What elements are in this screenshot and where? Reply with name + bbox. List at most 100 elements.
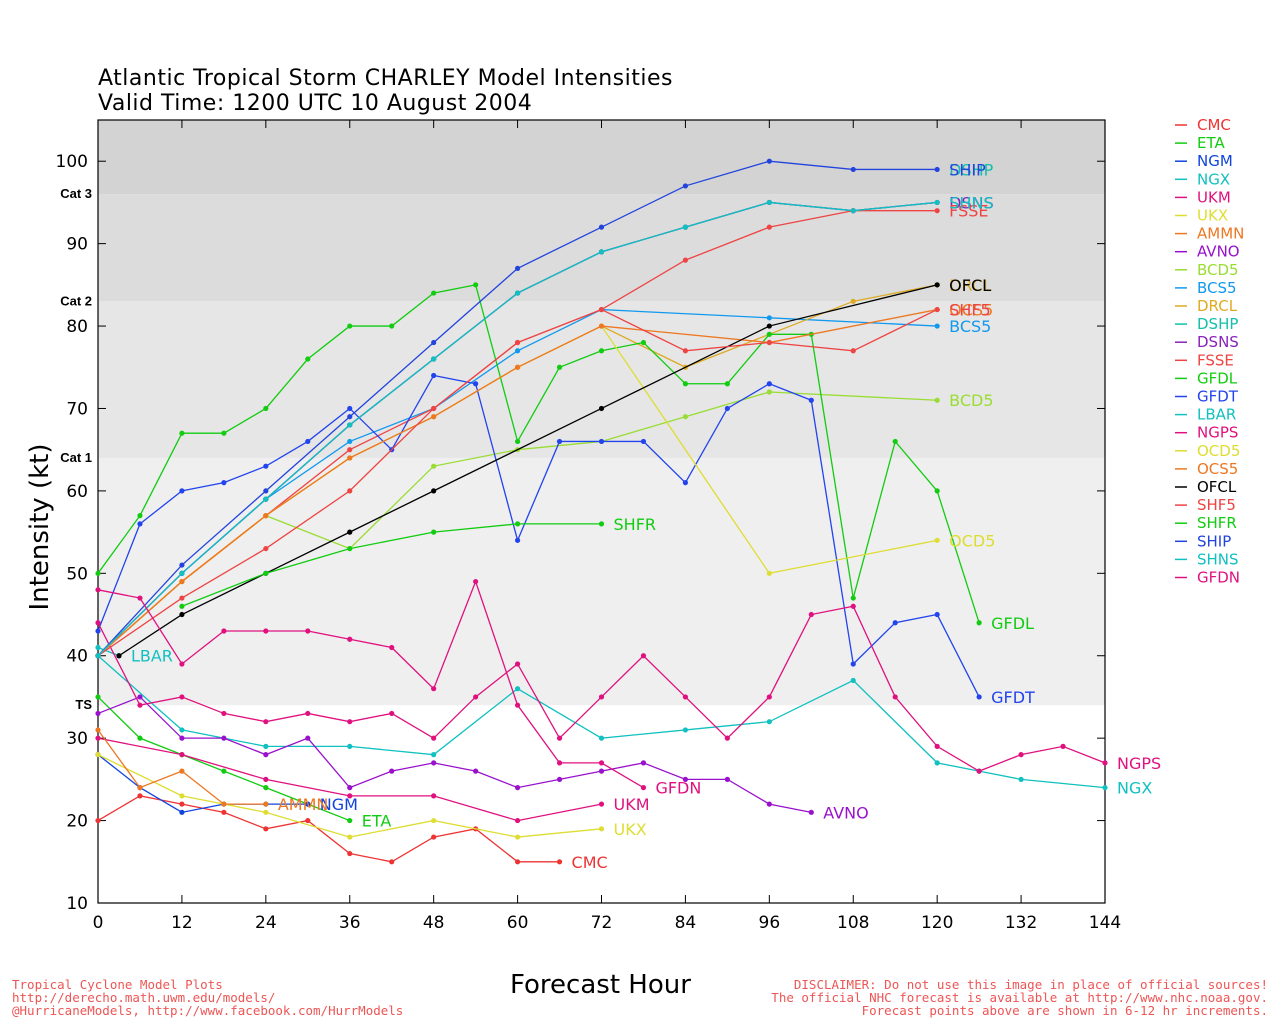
x-tick-label: 24: [255, 913, 277, 933]
data-point: [431, 339, 437, 346]
data-point: [808, 611, 814, 618]
y-tick-label: 60: [66, 482, 88, 502]
data-point: [347, 719, 353, 725]
data-point: [682, 183, 689, 189]
series-end-label: FSSE: [949, 202, 988, 221]
series-end-label: DSHP: [949, 160, 994, 179]
data-point: [431, 529, 437, 535]
footer-credit-line2[interactable]: http://derecho.math.uwm.edu/models/: [12, 990, 276, 1005]
data-point: [850, 603, 856, 609]
x-tick-label: 120: [921, 913, 953, 933]
data-point: [934, 306, 940, 313]
x-tick-label: 84: [675, 913, 697, 933]
data-point: [514, 785, 521, 791]
data-point: [137, 735, 143, 741]
data-point: [766, 158, 772, 164]
data-point: [682, 694, 689, 700]
legend-entry: GFDT: [1197, 388, 1239, 406]
data-point: [934, 760, 940, 766]
data-point: [598, 438, 605, 445]
data-point: [514, 290, 521, 296]
data-point: [1018, 776, 1024, 782]
data-point: [640, 760, 647, 766]
data-point: [137, 793, 143, 799]
data-point: [305, 356, 311, 362]
footer-credit-line1: Tropical Cyclone Model Plots: [12, 977, 223, 992]
data-point: [221, 809, 227, 815]
chart-title: Atlantic Tropical Storm CHARLEY Model In…: [98, 66, 673, 91]
data-point: [347, 850, 353, 857]
y-axis-label: Intensity (kt): [25, 443, 55, 611]
legend-entry: BCD5: [1197, 261, 1239, 279]
data-point: [179, 578, 185, 585]
data-point: [263, 752, 269, 758]
data-point: [682, 224, 689, 230]
data-point: [850, 166, 856, 173]
data-point: [347, 785, 353, 791]
footer-credit-line3[interactable]: @HurricaneModels, http://www.facebook.co…: [12, 1003, 404, 1018]
data-point: [640, 785, 647, 791]
data-point: [137, 702, 143, 708]
data-point: [137, 694, 143, 700]
x-tick-label: 108: [837, 913, 869, 933]
series-line: [181, 523, 602, 607]
data-point: [598, 826, 605, 832]
data-point: [137, 521, 143, 527]
data-point: [221, 628, 227, 634]
data-point: [976, 768, 982, 774]
data-point: [556, 438, 563, 445]
data-point: [514, 702, 521, 708]
data-point: [850, 348, 856, 354]
legend-entry: SHF5: [1197, 496, 1236, 514]
data-point: [766, 323, 772, 329]
data-point: [137, 785, 143, 791]
data-point: [682, 727, 689, 733]
series-ngps: [95, 603, 1108, 774]
data-point: [95, 644, 101, 651]
data-point: [473, 694, 479, 700]
series-line: [118, 284, 938, 657]
data-point: [263, 826, 269, 832]
legend-entry: SHIP: [1197, 532, 1231, 550]
legend-entry: BCS5: [1197, 279, 1237, 297]
series-gfdn: [95, 578, 647, 791]
data-point: [305, 628, 311, 634]
series-line: [97, 284, 980, 623]
data-point: [389, 644, 395, 651]
data-point: [263, 785, 269, 791]
legend-entry: GFDL: [1197, 369, 1238, 387]
data-point: [598, 735, 605, 741]
category-label: Cat 3: [60, 186, 92, 201]
data-point: [766, 570, 772, 576]
series-end-label: BCS5: [949, 317, 991, 336]
series-end-label: GFDN: [655, 779, 701, 798]
data-point: [179, 768, 185, 774]
data-point: [514, 438, 521, 445]
data-point: [347, 323, 353, 329]
data-point: [431, 414, 437, 420]
data-point: [179, 570, 185, 576]
series-gfdl: [95, 282, 982, 626]
series-end-label: OCD5: [949, 531, 995, 550]
data-point: [221, 430, 227, 436]
data-point: [431, 760, 437, 766]
category-band: [98, 120, 1105, 195]
data-point: [766, 339, 772, 346]
data-point: [137, 595, 143, 601]
data-point: [766, 694, 772, 700]
y-tick-label: 10: [66, 894, 88, 914]
data-point: [892, 694, 898, 700]
series-line: [97, 655, 1106, 789]
data-point: [137, 513, 143, 519]
series-ship: [95, 158, 940, 659]
data-point: [179, 727, 185, 733]
data-point: [598, 768, 605, 774]
data-point: [179, 801, 185, 807]
data-point: [179, 562, 185, 568]
legend-entry: FSSE: [1197, 351, 1234, 369]
data-point: [179, 694, 185, 700]
data-point: [640, 653, 647, 659]
data-point: [934, 537, 940, 543]
legend-entry: DRCL: [1197, 297, 1238, 315]
